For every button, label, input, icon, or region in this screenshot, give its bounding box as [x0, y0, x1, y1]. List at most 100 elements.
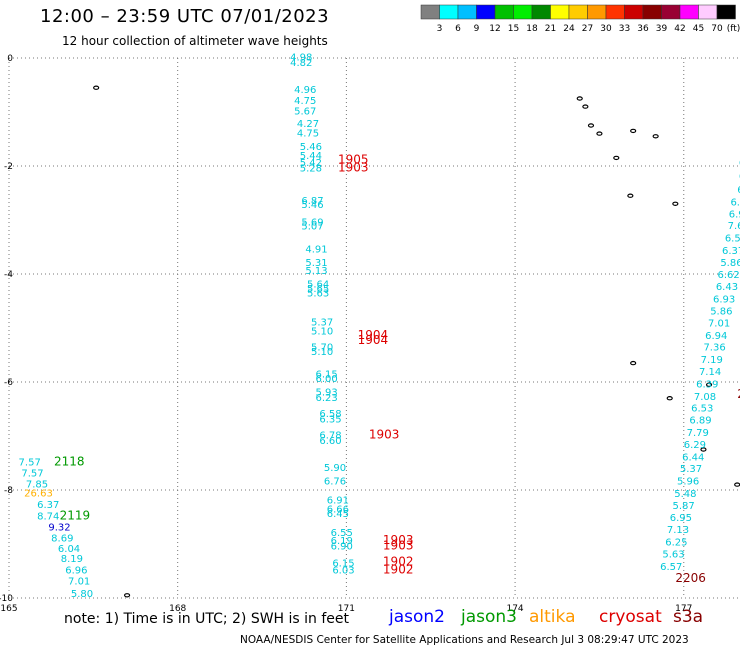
wave-height-value: 7.36	[703, 343, 725, 354]
page-subtitle: 12 hour collection of altimeter wave hei…	[62, 34, 328, 48]
wave-height-value: 6.37	[37, 500, 59, 511]
wave-height-value: 5.65	[307, 284, 329, 295]
legend-label: 42	[674, 24, 685, 34]
track-label: 2206	[675, 571, 706, 585]
legend-label: 39	[656, 24, 668, 34]
wave-height-value: 6.44	[682, 452, 704, 463]
track-label: 2205	[737, 387, 740, 401]
wave-height-value: 7.01	[708, 318, 730, 329]
wave-height-value: 7.57	[19, 458, 41, 469]
wave-height-value: 6.78	[319, 431, 341, 442]
x-tick-label: 165	[0, 604, 17, 614]
wave-height-value: 6.98	[729, 209, 740, 220]
island-outline	[582, 104, 589, 109]
wave-height-value: 6.60	[319, 436, 341, 447]
wave-height-value: 6.55	[331, 528, 353, 539]
wave-height-value: 7.19	[701, 355, 723, 366]
island-outline	[123, 593, 131, 598]
y-tick-label: 0	[7, 54, 13, 64]
island-outline	[587, 123, 595, 128]
legend-label: 36	[637, 24, 649, 34]
legend-label: 9	[474, 24, 480, 34]
wave-height-value: 5.86	[710, 307, 732, 318]
wave-height-value: 4.98	[290, 53, 312, 64]
track-label: 1905	[338, 152, 369, 166]
legend-label: 6	[455, 24, 461, 34]
wave-height-value: 4.82	[290, 58, 312, 69]
y-tick-label: -2	[4, 162, 13, 172]
wave-height-value: 6.95	[670, 513, 692, 524]
wave-height-value: 8.69	[51, 533, 73, 544]
wave-height-value: 7.85	[26, 479, 48, 490]
y-tick-label: -10	[0, 594, 13, 604]
wave-height-value: 5.67	[294, 107, 316, 118]
wave-height-value: 6.62	[718, 270, 740, 281]
wave-height-value: 6.5	[737, 185, 740, 196]
wave-height-value: 6.03	[332, 566, 354, 577]
wave-height-value: 26.63	[24, 488, 53, 499]
wave-height-value: 5.42	[300, 158, 322, 169]
wave-height-value: 5.69	[301, 217, 323, 228]
wave-height-value: 7.14	[699, 367, 721, 378]
wave-height-value: 5.44	[300, 151, 322, 162]
legend-label: 70	[711, 24, 723, 34]
credit-line: NOAA/NESDIS Center for Satellite Applica…	[240, 634, 689, 646]
wave-height-value: 6.94	[705, 331, 727, 342]
wave-height-value: 6.90	[331, 541, 353, 552]
track-label: 1902	[383, 555, 414, 569]
wave-height-value: 6.76	[324, 477, 346, 488]
island-outline	[613, 155, 620, 161]
track-label: 1903	[383, 538, 414, 552]
wave-height-value: 6.50	[725, 234, 740, 245]
wave-height-value: 6.35	[319, 415, 341, 426]
wave-height-value: 6.45	[327, 509, 349, 520]
wave-height-value: 7.01	[68, 577, 90, 588]
legend-unit: (ft)	[727, 24, 740, 34]
legend-label: 21	[545, 24, 556, 34]
wave-height-value: 5.37	[311, 317, 333, 328]
island-outline	[705, 382, 713, 387]
wave-height-value: 5.86	[720, 258, 740, 269]
island-outline	[630, 360, 637, 366]
wave-height-value: 5.90	[324, 463, 346, 474]
island-outline	[700, 447, 707, 452]
wave-height-value: 4.91	[305, 244, 327, 255]
track-label: 2119	[60, 509, 91, 523]
wave-height-value: 5.31	[305, 258, 327, 269]
island-outline	[672, 201, 679, 206]
track-label: 1903	[383, 533, 414, 547]
legend-altika: altika	[529, 607, 576, 627]
island-outline	[652, 134, 659, 139]
legend-swatch	[716, 4, 736, 20]
legend-jason3: jason3	[461, 607, 517, 627]
wave-height-value: 5.87	[673, 501, 695, 512]
track-label: 1903	[338, 160, 369, 174]
island-outline	[627, 193, 634, 198]
x-tick-label: 168	[169, 604, 186, 614]
legend-label: 30	[600, 24, 612, 34]
legend-scale: 3 6 9 12 15 18 21 24 27 30 33 36 39 42 45 70 (ft)	[420, 4, 740, 34]
wave-height-value: 6.93	[713, 295, 735, 306]
wave-height-value: 5.46	[301, 200, 323, 211]
wave-height-value: 6.04	[58, 544, 80, 555]
island-outline	[93, 85, 100, 90]
legend-label: 33	[619, 24, 630, 34]
legend-label: 3	[437, 24, 443, 34]
wave-height-value: 6.53	[691, 404, 713, 415]
legend-s3a: s3a	[673, 607, 704, 627]
wave-height-value: 8.74	[37, 512, 59, 523]
wave-height-value: 4.27	[297, 119, 319, 130]
wave-height-value: 6.23	[315, 393, 337, 404]
wave-height-value: 5.37	[680, 464, 702, 475]
legend-jason2: jason2	[389, 607, 445, 627]
island-outline	[596, 131, 603, 136]
track-label: 1904	[358, 333, 389, 347]
legend-label: 15	[508, 24, 519, 34]
y-tick-label: -4	[4, 270, 13, 280]
island-outline	[734, 482, 740, 487]
x-tick-label: 177	[675, 604, 692, 614]
x-tick-label: 171	[338, 604, 355, 614]
y-tick-label: -8	[4, 486, 13, 496]
wave-height-value: 5.64	[307, 280, 329, 291]
